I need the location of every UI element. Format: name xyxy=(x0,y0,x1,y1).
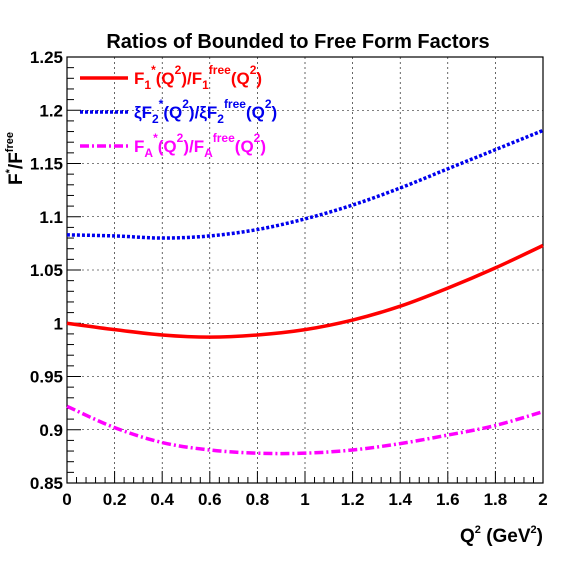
x-tick-label: 1.4 xyxy=(388,490,412,509)
x-tick-label: 1.2 xyxy=(341,490,365,509)
legend-text-part: 2 xyxy=(250,63,257,77)
legend-text-part: (Q xyxy=(156,69,175,88)
y-tick-label: 0.9 xyxy=(39,421,63,440)
legend-text-part: (Q xyxy=(163,103,182,122)
y-tick-label: 1.2 xyxy=(39,101,63,120)
series-f2-ratio-line xyxy=(66,128,544,240)
x-tick-label: 2 xyxy=(538,490,547,509)
x-tick-label: 0.6 xyxy=(198,490,222,509)
legend-text-part: * xyxy=(159,97,164,111)
y-axis-label: F*/Ffree xyxy=(4,132,27,185)
legend-text-part: 2 xyxy=(175,63,182,77)
series-f1-ratio-line xyxy=(66,243,544,339)
legend-text-part: 1 xyxy=(144,78,151,92)
legend-entry-f1: F1*(Q2)/F1free(Q2) xyxy=(134,63,262,92)
x-axis-label-unit-open: (GeV xyxy=(481,526,531,547)
x-tick-label: 0.4 xyxy=(150,490,174,509)
legend-text-part: ) xyxy=(256,69,262,88)
legend: F1*(Q2)/F1free(Q2)ξF2*(Q2)/ξF2free(Q2)FA… xyxy=(80,63,277,160)
legend-text-part: )/F xyxy=(181,69,202,88)
x-axis-label: Q2 (GeV2) xyxy=(460,524,543,547)
legend-text-part: (Q xyxy=(231,69,250,88)
legend-text-part: free xyxy=(213,131,235,145)
legend-text-part: 2 xyxy=(254,131,261,145)
legend-text-part: A xyxy=(144,146,153,160)
legend-text-part: )/ξF xyxy=(189,103,217,122)
x-tick-label: 1.8 xyxy=(484,490,508,509)
y-tick-label: 0.85 xyxy=(30,474,63,493)
x-tick-label: 1.6 xyxy=(436,490,460,509)
legend-text-part: A xyxy=(204,146,213,160)
legend-text-part: * xyxy=(151,63,156,77)
legend-text-part: (Q xyxy=(158,137,177,156)
y-tick-label: 0.95 xyxy=(30,368,63,387)
x-tick-label: 0 xyxy=(62,490,71,509)
chart-title: Ratios of Bounded to Free Form Factors xyxy=(106,31,489,53)
legend-text-part: 2 xyxy=(182,97,189,111)
y-tick-label: 1 xyxy=(54,314,63,333)
legend-text-part: (Q xyxy=(246,103,265,122)
legend-text-part: (Q xyxy=(235,137,254,156)
legend-text-part: free xyxy=(224,97,246,111)
legend-text-part: 2 xyxy=(152,112,159,126)
x-tick-labels: 0 0.2 0.4 0.6 0.8 1 1.2 1.4 1.6 1.8 2 xyxy=(62,490,547,509)
y-tick-labels: 0.85 0.9 0.95 1 1.05 1.1 1.15 1.2 1.25 xyxy=(30,48,63,493)
x-axis-label-unit-exponent: 2 xyxy=(531,524,537,536)
y-axis-label-slash: /F xyxy=(6,152,27,169)
y-tick-label: 1.05 xyxy=(30,261,63,280)
legend-text-part: * xyxy=(153,131,158,145)
series-fa-ratio-line xyxy=(66,404,544,456)
legend-text-part: ξF xyxy=(134,103,152,122)
y-axis-label-exponent-2: free xyxy=(4,132,16,152)
series-lines xyxy=(66,128,544,456)
legend-text-part: free xyxy=(209,63,231,77)
x-axis-label-exponent: 2 xyxy=(475,524,481,536)
legend-text-part: 2 xyxy=(265,97,272,111)
x-axis-label-unit-close: ) xyxy=(537,526,543,547)
legend-text-part: 2 xyxy=(217,112,224,126)
y-axis-label-base: F xyxy=(6,173,27,185)
x-tick-label: 1 xyxy=(300,490,309,509)
legend-text-part: ) xyxy=(272,103,278,122)
y-tick-label: 1.1 xyxy=(39,208,63,227)
tick-marks xyxy=(66,56,544,484)
legend-text-part: F xyxy=(134,137,144,156)
x-tick-label: 0.2 xyxy=(103,490,127,509)
y-tick-label: 1.15 xyxy=(30,155,63,174)
x-tick-label: 0.8 xyxy=(246,490,270,509)
legend-text-part: ) xyxy=(260,137,266,156)
legend-entry-fa: FA*(Q2)/FAfree(Q2) xyxy=(134,131,266,160)
legend-text-part: 1 xyxy=(202,78,209,92)
legend-text-part: )/F xyxy=(183,137,204,156)
legend-text-part: 2 xyxy=(177,131,184,145)
y-tick-label: 1.25 xyxy=(30,48,63,67)
legend-text-part: F xyxy=(134,69,144,88)
y-axis-label-exponent: * xyxy=(4,168,16,173)
legend-entry-f2: ξF2*(Q2)/ξF2free(Q2) xyxy=(134,97,277,126)
x-axis-label-base: Q xyxy=(460,526,475,547)
